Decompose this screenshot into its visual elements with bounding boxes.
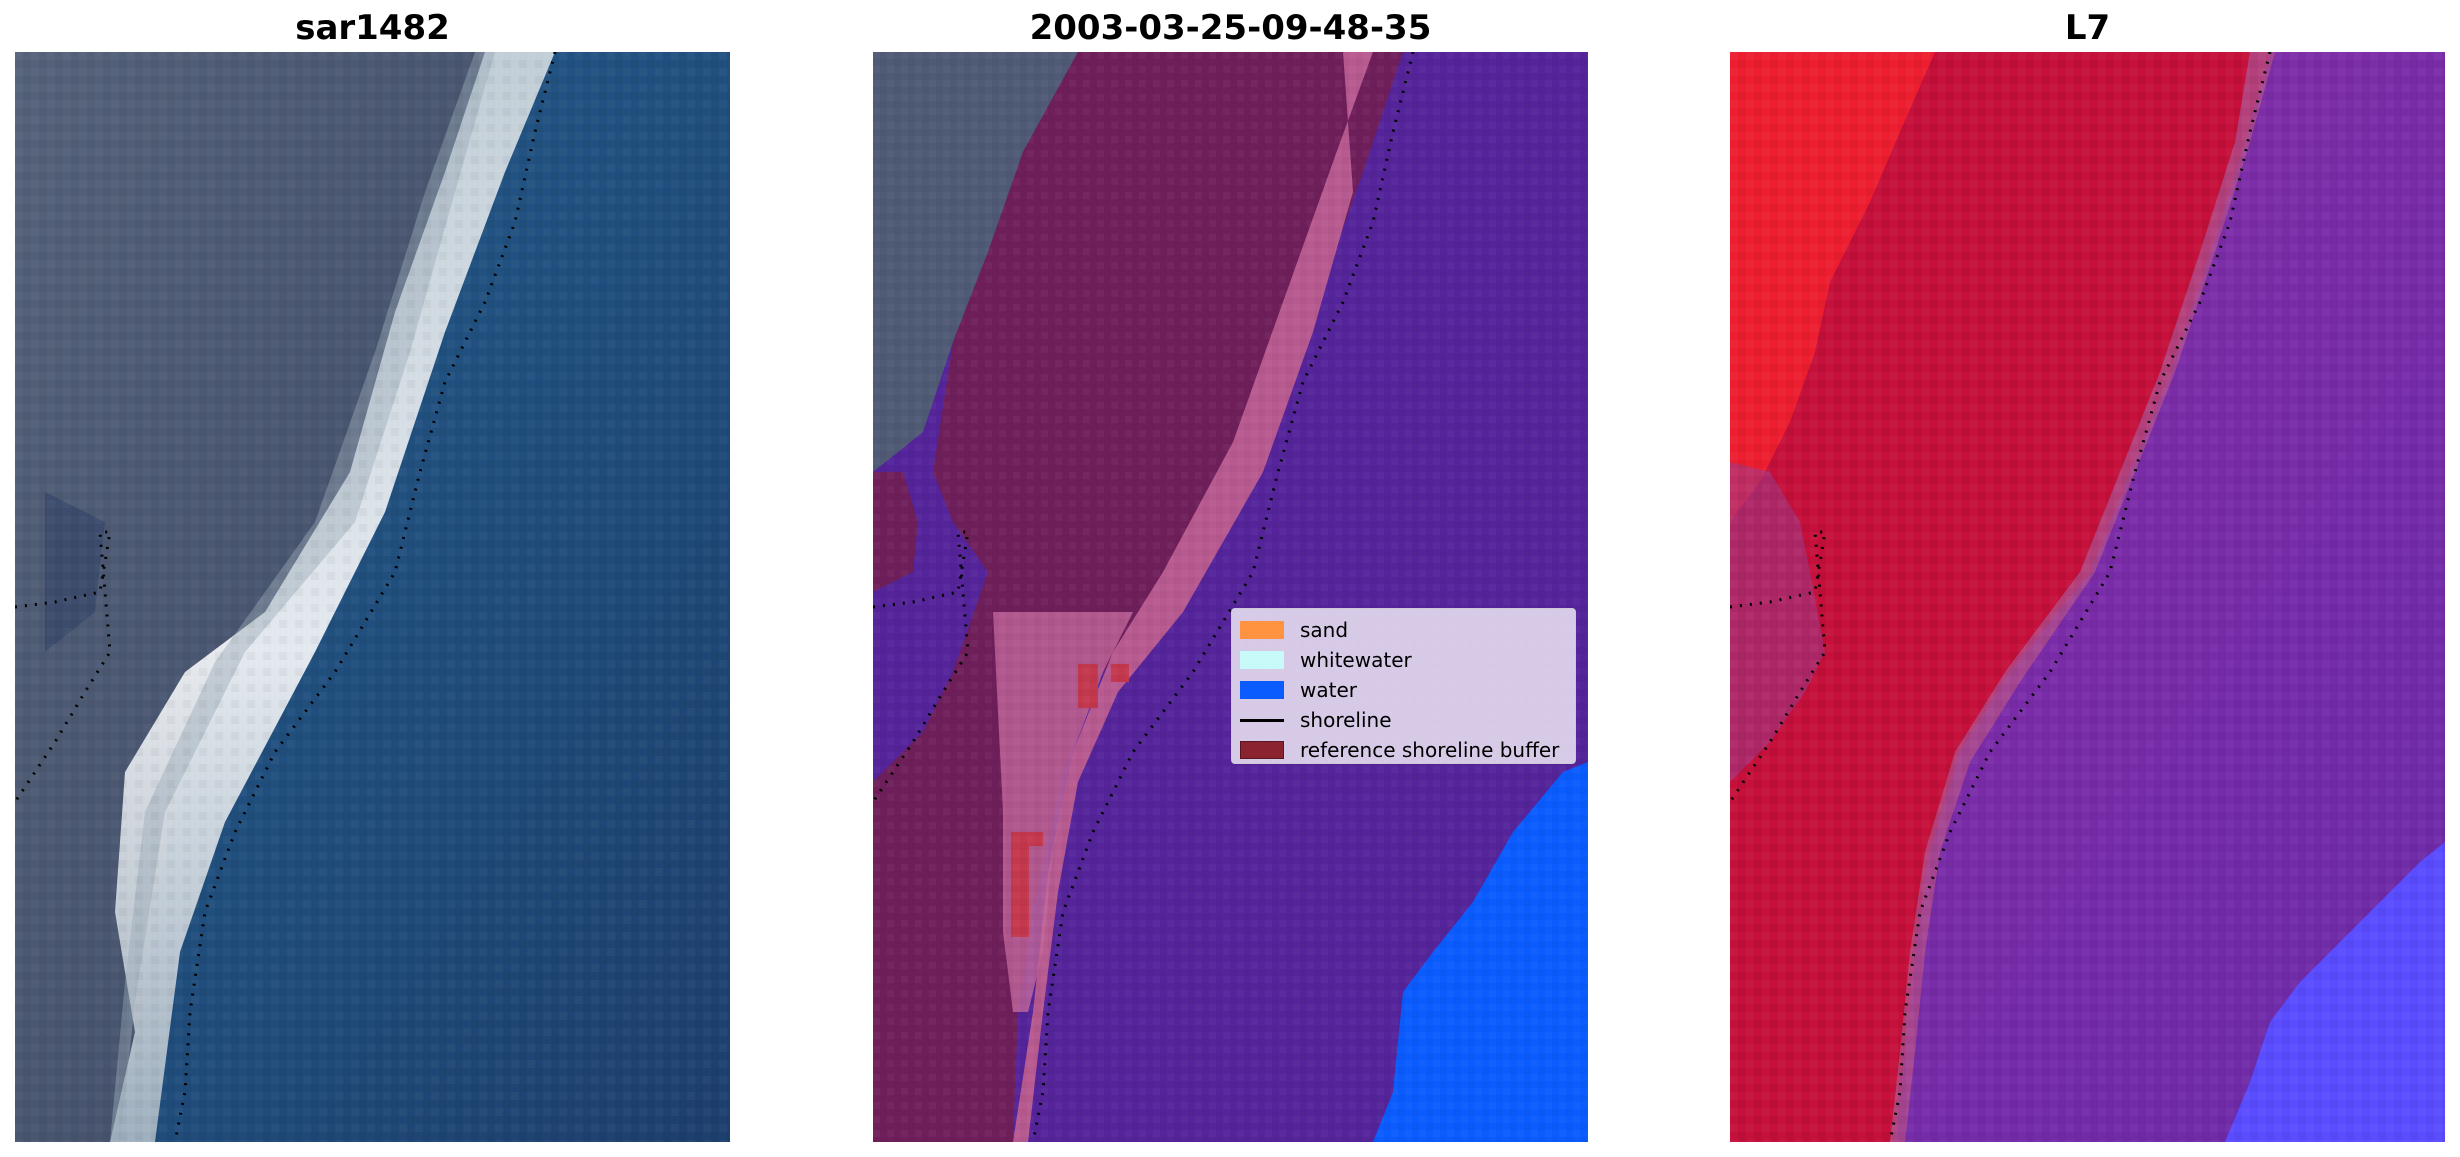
false-color-image [1730, 52, 2445, 1142]
legend-swatch [1240, 681, 1284, 699]
legend-item-shoreline: shoreline [1240, 705, 1567, 735]
panel-title: sar1482 [295, 8, 450, 48]
legend-label: whitewater [1300, 648, 1412, 672]
legend-line [1240, 718, 1284, 722]
legend-swatch [1240, 621, 1284, 639]
rgb-satellite-image [15, 52, 730, 1142]
classified-image [873, 52, 1588, 1142]
legend-item-whitewater: whitewater [1240, 645, 1567, 675]
legend-swatch [1240, 651, 1284, 669]
legend-swatch [1240, 741, 1284, 759]
legend-item-water: water [1240, 675, 1567, 705]
legend: sand whitewater water shoreline referenc… [1231, 608, 1576, 764]
legend-item-sand: sand [1240, 615, 1567, 645]
legend-label: sand [1300, 618, 1349, 642]
legend-item-reference-buffer: reference shoreline buffer [1240, 735, 1567, 765]
panel-title: 2003-03-25-09-48-35 [1029, 8, 1432, 48]
panel-title: L7 [2064, 8, 2111, 48]
legend-label: reference shoreline buffer [1300, 738, 1560, 762]
legend-label: water [1300, 678, 1357, 702]
legend-label: shoreline [1300, 708, 1392, 732]
